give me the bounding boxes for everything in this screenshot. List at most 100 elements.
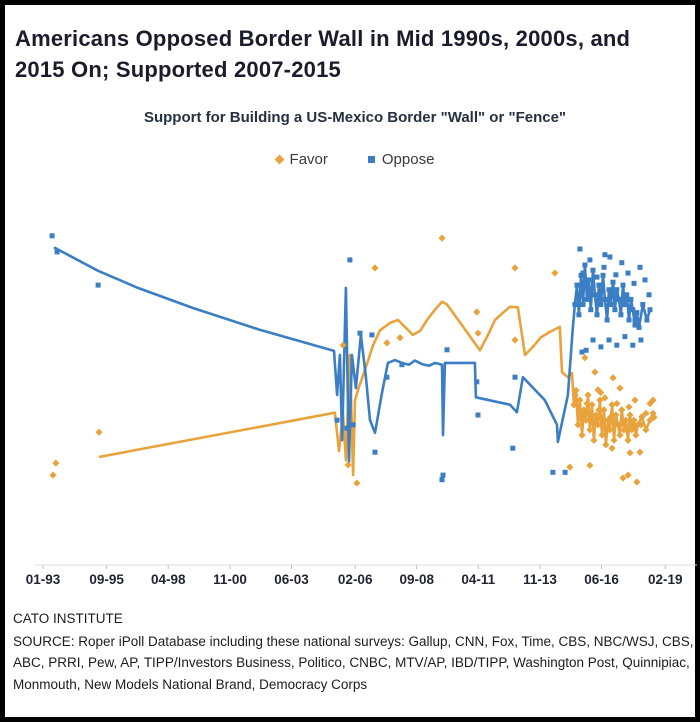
oppose-point (620, 282, 626, 288)
oppose-point (604, 317, 610, 323)
oppose-point (607, 254, 613, 260)
x-axis-tick-label: 09-08 (399, 572, 434, 587)
oppose-point (594, 274, 600, 280)
oppose-point (550, 469, 556, 475)
oppose-point (602, 252, 608, 258)
oppose-point (582, 262, 588, 268)
x-axis-tick-label: 02-19 (648, 572, 683, 587)
favor-point (586, 461, 594, 470)
favor-point (626, 449, 634, 457)
x-axis-tick-label: 11-13 (523, 572, 557, 587)
favor-point (578, 431, 586, 439)
oppose-point (347, 257, 353, 263)
favor-point (595, 406, 603, 414)
favor-point (616, 384, 624, 392)
oppose-point (572, 302, 578, 307)
favor-point (438, 234, 446, 242)
favor-point (551, 269, 559, 277)
oppose-point (606, 337, 612, 343)
oppose-point (439, 477, 445, 483)
oppose-point (626, 317, 632, 323)
x-axis-tick-label: 04-98 (151, 572, 186, 587)
oppose-point (576, 312, 582, 318)
oppose-point (512, 374, 518, 380)
oppose-point (583, 347, 589, 353)
favor-point (625, 403, 633, 411)
favor-point (574, 421, 582, 429)
favor-point (602, 441, 610, 449)
oppose-point (631, 280, 637, 286)
x-axis-tick-label: 06-16 (584, 572, 619, 587)
favor-point (95, 428, 103, 436)
oppose-point (606, 287, 612, 293)
oppose-point (584, 296, 590, 302)
favor-point (594, 421, 602, 429)
favor-point (630, 416, 638, 424)
oppose-point (646, 292, 652, 298)
oppose-point (475, 412, 481, 418)
oppose-point (613, 272, 619, 278)
oppose-point (334, 417, 340, 423)
chart-footer: CATO INSTITUTE SOURCE: Roper iPoll Datab… (13, 608, 697, 695)
favor-point (49, 471, 57, 479)
oppose-point (637, 264, 643, 270)
favor-point (396, 334, 404, 342)
favor-point (633, 478, 641, 486)
oppose-point (562, 469, 568, 475)
favor-point (600, 406, 608, 414)
oppose-point (602, 296, 608, 302)
x-axis-tick-label: 06-03 (274, 572, 309, 587)
oppose-point (614, 342, 620, 348)
oppose-point (601, 264, 607, 270)
oppose-point (586, 277, 592, 283)
oppose-point (647, 307, 653, 313)
oppose-point (610, 279, 616, 285)
favor-point (636, 448, 644, 456)
favor-point (580, 406, 588, 414)
favor-point (584, 391, 592, 399)
oppose-point (614, 287, 620, 293)
chart-subtitle: Support for Building a US-Mexico Border … (143, 109, 567, 126)
favor-point (581, 354, 589, 362)
favor-point (614, 421, 622, 429)
oppose-point (644, 317, 650, 323)
oppose-point (632, 322, 638, 328)
favor-point (626, 411, 634, 419)
favor-point (566, 463, 574, 471)
favor-point (609, 374, 617, 382)
oppose-point (634, 310, 640, 316)
oppose-point (590, 267, 596, 273)
oppose-point (590, 337, 596, 343)
oppose-point (49, 233, 55, 239)
favor-point (353, 479, 361, 487)
favor-point (618, 406, 626, 414)
favor-point (608, 444, 616, 452)
oppose-point (54, 249, 60, 255)
favor-point (622, 416, 630, 424)
oppose-point (624, 292, 630, 298)
favor-point (511, 264, 519, 272)
oppose-point (594, 312, 600, 318)
favor-point (474, 329, 482, 337)
x-axis-tick-label: 09-95 (89, 572, 124, 587)
favor-point (582, 416, 590, 424)
oppose-point (588, 307, 594, 313)
favor-point (383, 339, 391, 347)
favor-point (590, 436, 598, 444)
favor-point (646, 416, 654, 424)
favor-point (649, 409, 657, 417)
oppose-point (384, 374, 390, 380)
oppose-point (596, 282, 602, 288)
favor-point (473, 308, 481, 316)
oppose-point (587, 257, 593, 263)
legend-item-favor: Favor (274, 151, 328, 168)
favor-point (371, 264, 379, 272)
favor-point (638, 413, 646, 421)
favor-point (589, 416, 597, 424)
legend-label-oppose: Oppose (381, 151, 435, 168)
favor-point (577, 409, 585, 417)
oppose-point (642, 277, 648, 283)
legend-item-oppose: Oppose (367, 151, 435, 168)
favor-point (634, 421, 642, 429)
